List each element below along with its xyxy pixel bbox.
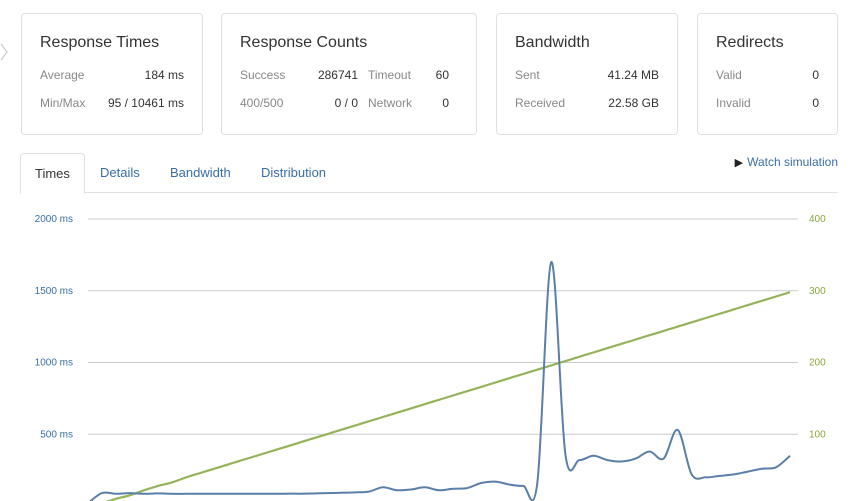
redirects-title: Redirects [716, 34, 784, 51]
tab-distribution[interactable]: Distribution [261, 165, 327, 180]
tab-bandwidth[interactable]: Bandwidth [170, 165, 231, 180]
success-label: Success [240, 68, 286, 82]
received-value: 22.58 GB [608, 96, 659, 110]
invalid-value: 0 [812, 96, 819, 110]
average-value: 184 ms [144, 68, 184, 82]
y-left-tick-label: 1000 ms [35, 358, 73, 369]
response-counts-title: Response Counts [240, 34, 368, 51]
response-times-title: Response Times [40, 34, 160, 51]
network-value: 0 [442, 96, 449, 110]
sent-label: Sent [515, 68, 540, 82]
y-right-tick-label: 100 [809, 429, 826, 440]
error-value: 0 / 0 [334, 96, 358, 110]
sent-value: 41.24 MB [607, 68, 659, 82]
received-label: Received [515, 96, 566, 110]
response-counts-card: Response Counts Success 286741 Timeout 6… [221, 13, 477, 135]
minmax-value: 95 / 10461 ms [107, 96, 184, 110]
bandwidth-title: Bandwidth [515, 34, 590, 51]
timeout-label: Timeout [368, 68, 411, 82]
y-left-tick-label: 1500 ms [35, 286, 73, 297]
y-left-tick-label: 500 ms [40, 429, 73, 440]
play-icon: ▶ [734, 157, 744, 169]
active-users-line [105, 291, 791, 501]
tab-times[interactable]: Times [20, 153, 85, 194]
success-value: 286741 [317, 68, 358, 82]
previous-arrow-icon[interactable] [0, 40, 10, 64]
response-time-line [89, 261, 791, 501]
y-right-tick-label: 400 [809, 214, 826, 225]
valid-label: Valid [716, 68, 742, 82]
y-right-tick-label: 200 [809, 358, 826, 369]
minmax-label: Min/Max [40, 96, 86, 110]
watch-simulation-link[interactable]: ▶ Watch simulation [735, 155, 838, 169]
y-left-tick-label: 2000 ms [35, 214, 73, 225]
chart-tabs: Times Details Bandwidth Distribution [20, 153, 838, 194]
network-label: Network [368, 96, 413, 110]
timeout-value: 60 [435, 68, 449, 82]
valid-value: 0 [812, 68, 819, 82]
tab-details[interactable]: Details [100, 165, 140, 180]
response-times-chart: 2000 ms 1500 ms 1000 ms 500 ms 400 300 200 100 [35, 214, 826, 501]
error-label: 400/500 [240, 96, 284, 110]
bandwidth-card: Bandwidth Sent 41.24 MB Received 22.58 G… [496, 13, 678, 135]
redirects-card: Redirects Valid 0 Invalid 0 [697, 13, 838, 135]
watch-simulation-label: Watch simulation [747, 155, 838, 169]
invalid-label: Invalid [716, 96, 751, 110]
average-label: Average [40, 68, 85, 82]
response-times-card: Response Times Average 184 ms Min/Max 95… [21, 13, 203, 135]
y-right-tick-label: 300 [809, 286, 826, 297]
